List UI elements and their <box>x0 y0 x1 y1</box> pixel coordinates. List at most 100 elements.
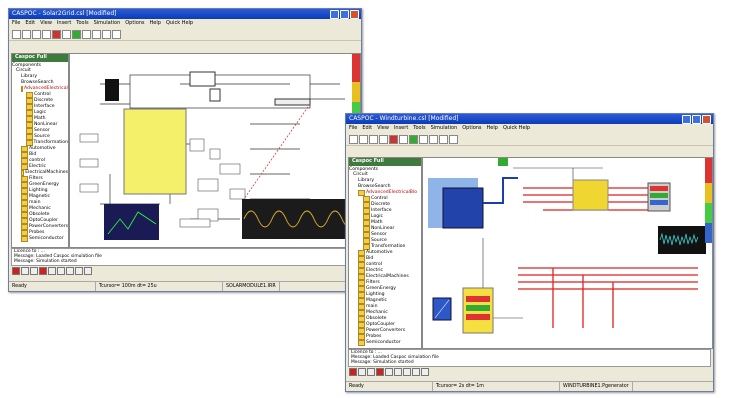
menu-item[interactable]: Quick Help <box>502 125 531 131</box>
tree-item[interactable]: Math <box>12 115 68 122</box>
tool[interactable] <box>102 29 111 39</box>
sim-button[interactable] <box>57 267 65 275</box>
tree-item[interactable]: BrowseSearch <box>349 184 421 190</box>
menu-item[interactable]: Edit <box>362 125 373 131</box>
tree-item[interactable]: Semiconductor <box>349 339 421 346</box>
tree-item[interactable]: Mechanic <box>349 309 421 316</box>
menu-item[interactable]: Help <box>486 125 498 131</box>
menu-item[interactable]: View <box>377 125 389 131</box>
tree-item[interactable]: Interface <box>349 207 421 214</box>
tree-item[interactable]: Sensor <box>349 231 421 238</box>
tool[interactable] <box>439 134 448 144</box>
tree-item[interactable]: GreenEnergy <box>349 285 421 292</box>
tree-item[interactable]: Interface <box>12 103 68 110</box>
sim-button[interactable] <box>385 368 393 376</box>
tree-item[interactable]: PowerConverters <box>12 223 68 230</box>
tool[interactable] <box>419 134 428 144</box>
window-buttons[interactable] <box>682 115 711 124</box>
sim-button[interactable] <box>12 267 20 275</box>
tree-item[interactable]: Mechanic <box>12 205 68 212</box>
tree-item[interactable]: main <box>12 199 68 206</box>
tree-item[interactable]: Sensor <box>12 127 68 134</box>
tree-item[interactable]: Source <box>349 237 421 244</box>
tree-item[interactable]: Obsolete <box>12 211 68 218</box>
menu-item[interactable]: Insert <box>56 20 72 26</box>
tool[interactable] <box>409 134 418 144</box>
sim-button[interactable] <box>403 368 411 376</box>
sim-button[interactable] <box>412 368 420 376</box>
tree-item[interactable]: control <box>12 157 68 164</box>
tree-item[interactable]: Lighting <box>349 291 421 298</box>
tool[interactable] <box>359 134 368 144</box>
window-buttons[interactable] <box>330 10 359 19</box>
tree-item[interactable]: PowerConverters <box>349 327 421 334</box>
tree-item[interactable]: Automotive <box>12 145 68 152</box>
tree-item[interactable]: Semiconductor <box>12 235 68 242</box>
sim-button[interactable] <box>376 368 384 376</box>
tree-item[interactable]: NonLinear <box>12 121 68 128</box>
sim-button[interactable] <box>21 267 29 275</box>
tree-item[interactable]: OptoCoupler <box>349 321 421 328</box>
sim-button[interactable] <box>358 368 366 376</box>
tree-item[interactable]: AdvancedElectricalBlo <box>349 189 421 196</box>
menu-item[interactable]: Options <box>125 20 145 26</box>
tree-item[interactable]: Math <box>349 219 421 226</box>
sim-button[interactable] <box>84 267 92 275</box>
menu-item[interactable]: Tools <box>413 125 426 131</box>
tool[interactable] <box>62 29 71 39</box>
sim-button[interactable] <box>349 368 357 376</box>
tool[interactable] <box>52 29 61 39</box>
sim-button[interactable] <box>421 368 429 376</box>
schematic-canvas[interactable] <box>422 157 713 349</box>
menu-item[interactable]: Options <box>462 125 482 131</box>
menu-item[interactable]: File <box>349 125 358 131</box>
tool[interactable] <box>429 134 438 144</box>
schematic-canvas[interactable] <box>69 53 361 248</box>
tool[interactable] <box>12 29 21 39</box>
menu-item[interactable]: Quick Help <box>165 20 194 26</box>
tree-item[interactable]: Probes <box>349 333 421 340</box>
tool[interactable] <box>369 134 378 144</box>
tree-item[interactable]: Bid <box>349 255 421 262</box>
tree-item[interactable]: Discrete <box>349 201 421 208</box>
menu-item[interactable]: Edit <box>25 20 36 26</box>
tree-item[interactable]: Automotive <box>349 249 421 256</box>
tree-item[interactable]: Magnetic <box>12 193 68 200</box>
menu-item[interactable]: Simulation <box>430 125 458 131</box>
tree-item[interactable]: AdvancedElectricalBlo <box>12 85 68 92</box>
tool[interactable] <box>92 29 101 39</box>
sim-button[interactable] <box>394 368 402 376</box>
tree-item[interactable]: Library <box>349 178 421 184</box>
sim-button[interactable] <box>75 267 83 275</box>
tree-item[interactable]: NonLinear <box>349 225 421 232</box>
tree-item[interactable]: Bid <box>12 151 68 158</box>
sim-button[interactable] <box>66 267 74 275</box>
tool[interactable] <box>349 134 358 144</box>
tree-item[interactable]: Source <box>12 133 68 140</box>
tree-item[interactable]: Lighting <box>12 187 68 194</box>
tree-item[interactable]: Library <box>12 74 68 80</box>
tab[interactable]: Caspoc Full <box>12 54 68 62</box>
tree-item[interactable]: OptoCoupler <box>12 217 68 224</box>
sim-button[interactable] <box>30 267 38 275</box>
tree-item[interactable]: Components <box>349 167 421 173</box>
tree-item[interactable]: Discrete <box>12 97 68 104</box>
tool[interactable] <box>82 29 91 39</box>
tool[interactable] <box>399 134 408 144</box>
sim-button[interactable] <box>48 267 56 275</box>
sim-button[interactable] <box>367 368 375 376</box>
tab[interactable]: Caspoc Full <box>349 158 421 166</box>
tree-item[interactable]: BrowseSearch <box>12 80 68 86</box>
tree-item[interactable]: Control <box>349 195 421 202</box>
tool[interactable] <box>72 29 81 39</box>
tool[interactable] <box>42 29 51 39</box>
tree-item[interactable]: GreenEnergy <box>12 181 68 188</box>
tree-item[interactable]: Magnetic <box>349 297 421 304</box>
tree-item[interactable]: ElectricalMachines <box>12 169 68 176</box>
tool[interactable] <box>112 29 121 39</box>
tree-item[interactable]: main <box>349 303 421 310</box>
tree-item[interactable]: Logic <box>12 109 68 116</box>
tool[interactable] <box>32 29 41 39</box>
tool[interactable] <box>22 29 31 39</box>
tool[interactable] <box>379 134 388 144</box>
